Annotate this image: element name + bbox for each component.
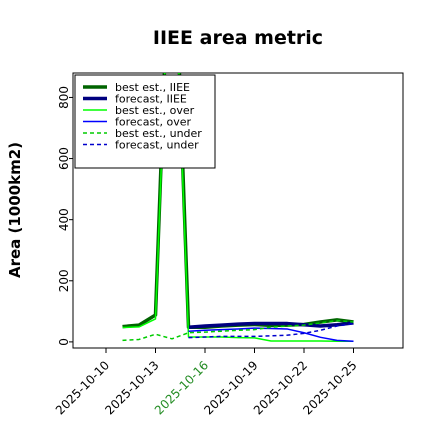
y-axis: 0 200 400 600 800: [57, 86, 73, 346]
legend-label: forecast, IIEE: [115, 93, 187, 106]
y-tick-label: 600: [57, 147, 71, 170]
y-tick-label: 400: [57, 208, 71, 231]
legend-label: forecast, under: [115, 139, 199, 152]
series-layer: [122, 73, 354, 343]
series-line: [188, 327, 354, 343]
y-tick-label: 800: [57, 86, 71, 109]
x-tick-label: 2025-10-25: [300, 358, 359, 417]
chart-title: IIEE area metric: [153, 27, 323, 49]
plot-frame: [72, 72, 404, 349]
series-line: [122, 73, 354, 343]
y-axis-label: Area (1000km2): [6, 142, 24, 278]
series-line: [188, 321, 354, 329]
x-axis: 2025-10-102025-10-132025-10-162025-10-19…: [53, 348, 360, 417]
legend-label: best est., under: [115, 127, 202, 140]
legend-label: forecast, over: [115, 116, 191, 129]
y-tick-label: 200: [57, 269, 71, 292]
legend-label: best est., IIEE: [115, 81, 190, 94]
y-tick-label: 0: [57, 338, 71, 346]
legend-label: best est., over: [115, 104, 195, 117]
